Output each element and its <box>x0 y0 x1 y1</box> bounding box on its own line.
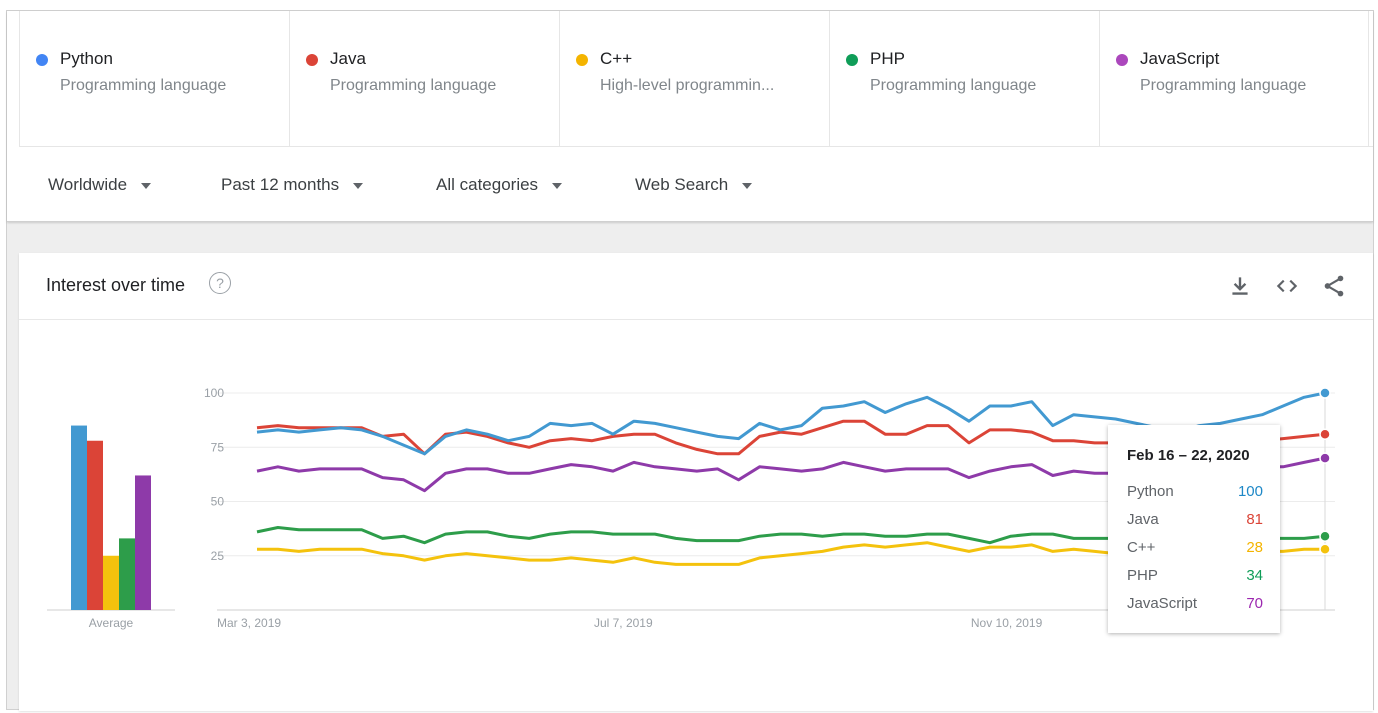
tooltip-row-javascript: JavaScript 70 <box>1127 595 1263 612</box>
tooltip-label: C++ <box>1127 539 1156 556</box>
share-icon[interactable] <box>1321 273 1347 299</box>
tooltip-value: 28 <box>1246 539 1263 556</box>
tooltip-label: PHP <box>1127 567 1158 584</box>
term-name: JavaScript <box>1140 49 1220 68</box>
javascript-color-dot-icon <box>1116 54 1128 66</box>
tooltip-label: Python <box>1127 483 1174 500</box>
x-tick-label: Mar 3, 2019 <box>217 616 281 630</box>
cpp-color-dot-icon <box>576 54 588 66</box>
term-type: Programming language <box>60 77 227 94</box>
tooltip-row-cpp: C++ 28 <box>1127 539 1263 556</box>
time-range-dropdown[interactable]: Past 12 months <box>221 175 364 195</box>
embed-icon[interactable] <box>1274 273 1300 299</box>
filter-bar: Worldwide Past 12 months All categories … <box>7 146 1373 221</box>
hover-point <box>1319 387 1331 399</box>
term-php[interactable]: PHP Programming language <box>829 11 1099 146</box>
chevron-down-icon <box>742 182 753 189</box>
java-color-dot-icon <box>306 54 318 66</box>
help-icon[interactable]: ? <box>209 272 231 294</box>
term-name: PHP <box>870 49 905 68</box>
widget-header: Interest over time ? <box>19 253 1373 320</box>
hover-point <box>1319 543 1331 555</box>
python-color-dot-icon <box>36 54 48 66</box>
interest-over-time-widget: Interest over time ? 25 50 75 100 Mar 3, 201… <box>19 253 1373 711</box>
average-bar <box>103 555 119 610</box>
term-name: Python <box>60 49 113 68</box>
category-dropdown[interactable]: All categories <box>436 175 563 195</box>
search-type-dropdown[interactable]: Web Search <box>635 175 753 195</box>
tooltip-value: 34 <box>1246 567 1263 584</box>
average-bar <box>135 475 151 610</box>
php-color-dot-icon <box>846 54 858 66</box>
download-icon[interactable] <box>1227 273 1253 299</box>
term-type: High-level programmin... <box>600 77 775 94</box>
average-bar <box>71 425 87 610</box>
term-javascript[interactable]: JavaScript Programming language <box>1099 11 1369 146</box>
tooltip-label: JavaScript <box>1127 595 1198 612</box>
chevron-down-icon <box>141 182 152 189</box>
category-label: All categories <box>436 175 539 194</box>
trends-frame: Python Programming language Java Program… <box>6 10 1374 711</box>
y-tick-label: 75 <box>211 440 225 454</box>
y-tick-label: 25 <box>211 549 225 563</box>
tooltip-date: Feb 16 – 22, 2020 <box>1127 447 1250 464</box>
x-tick-label: Nov 10, 2019 <box>971 616 1043 630</box>
average-bar <box>87 440 103 610</box>
region-label: Worldwide <box>48 175 128 194</box>
compare-card: Python Programming language Java Program… <box>7 11 1373 222</box>
tooltip-row-php: PHP 34 <box>1127 567 1263 584</box>
hover-point <box>1319 530 1331 542</box>
widget-title: Interest over time <box>46 275 186 295</box>
region-dropdown[interactable]: Worldwide <box>48 175 152 195</box>
term-python[interactable]: Python Programming language <box>19 11 289 146</box>
tooltip-value: 100 <box>1237 483 1263 500</box>
term-cpp[interactable]: C++ High-level programmin... <box>559 11 829 146</box>
average-label: Average <box>89 616 134 630</box>
term-type: Programming language <box>1140 77 1307 94</box>
chevron-down-icon <box>353 182 364 189</box>
tooltip-label: Java <box>1127 511 1159 528</box>
time-range-label: Past 12 months <box>221 175 340 194</box>
term-type: Programming language <box>330 77 497 94</box>
hover-tooltip: Feb 16 – 22, 2020 Python 100 Java 81 C++ 28… <box>1108 425 1280 633</box>
chevron-down-icon <box>552 182 563 189</box>
term-type: Programming language <box>870 77 1037 94</box>
hover-point <box>1319 428 1331 440</box>
term-java[interactable]: Java Programming language <box>289 11 559 146</box>
x-tick-label: Jul 7, 2019 <box>594 616 653 630</box>
average-bar <box>119 538 135 610</box>
hover-point <box>1319 452 1331 464</box>
term-list: Python Programming language Java Program… <box>19 11 1373 147</box>
y-tick-label: 50 <box>211 495 225 509</box>
tooltip-value: 81 <box>1246 511 1263 528</box>
tooltip-value: 70 <box>1246 595 1263 612</box>
y-tick-label: 100 <box>204 386 224 400</box>
search-type-label: Web Search <box>635 175 729 194</box>
tooltip-row-python: Python 100 <box>1127 483 1263 500</box>
term-name: Java <box>330 49 366 68</box>
tooltip-row-java: Java 81 <box>1127 511 1263 528</box>
term-name: C++ <box>600 49 633 68</box>
